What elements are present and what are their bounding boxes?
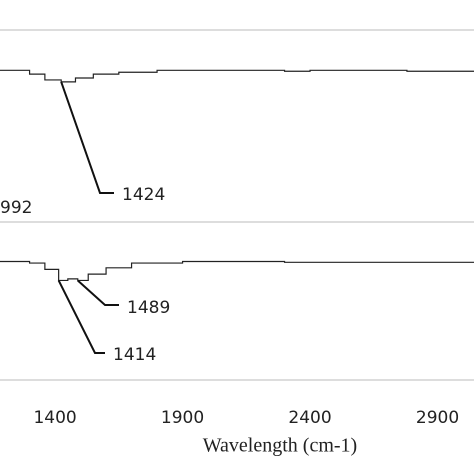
annotation-leader xyxy=(60,81,114,194)
x-axis-label: Wavelength (cm-1) xyxy=(203,435,357,457)
annotation-leader xyxy=(57,280,105,354)
x-tick-label: 2400 xyxy=(288,408,331,428)
x-tick-label: 2900 xyxy=(416,408,459,428)
spectrum-line xyxy=(0,260,474,282)
annotation-label: 1414 xyxy=(113,345,156,365)
x-tick-label: 1400 xyxy=(33,408,76,428)
annotation-label: 992 xyxy=(0,198,32,218)
x-tick-label: 1900 xyxy=(161,408,204,428)
spectrum-line xyxy=(0,69,474,83)
annotation-leader xyxy=(77,279,119,306)
annotation-label: 1489 xyxy=(127,298,170,318)
annotation-label: 1424 xyxy=(122,185,165,205)
